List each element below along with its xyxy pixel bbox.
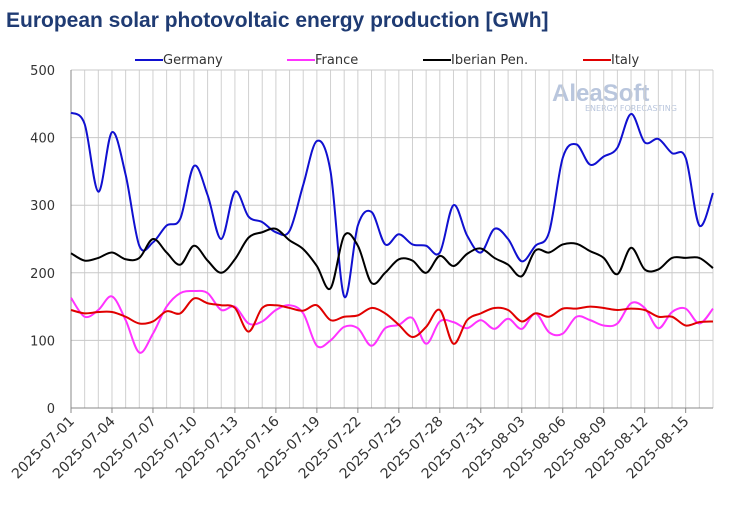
y-tick-label: 0 [47, 402, 55, 417]
y-tick-label: 200 [30, 267, 55, 282]
legend-label: Italy [611, 53, 640, 68]
series-line [70, 289, 714, 354]
watermark-logo: AleaSoft [552, 80, 649, 107]
y-tick-label: 500 [30, 64, 55, 79]
legend-label: Iberian Pen. [451, 53, 528, 68]
y-tick-label: 100 [30, 334, 55, 349]
y-tick-label: 400 [30, 132, 55, 147]
series-line [70, 111, 714, 299]
series-line [70, 297, 714, 345]
legend-label: France [315, 53, 358, 68]
series-line [70, 227, 714, 291]
chart-title: European solar photovoltaic energy produ… [6, 9, 549, 32]
y-tick-label: 300 [30, 199, 55, 214]
legend-label: Germany [163, 53, 223, 68]
